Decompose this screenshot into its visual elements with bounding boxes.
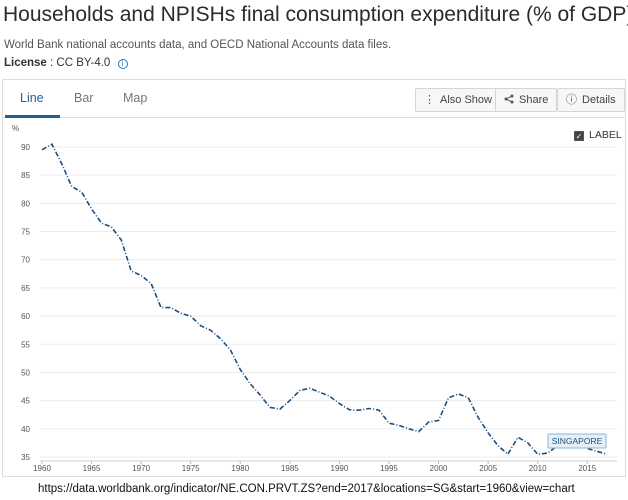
y-tick-label: 85 bbox=[21, 171, 30, 180]
series-line-singapore bbox=[41, 143, 608, 456]
license-value: : CC BY-4.0 bbox=[50, 57, 111, 69]
y-tick-label: 35 bbox=[21, 453, 30, 462]
y-tick-label: 70 bbox=[21, 256, 30, 265]
y-tick-label: 45 bbox=[21, 397, 30, 406]
details-button[interactable]: ⓘ Details bbox=[557, 88, 625, 112]
tab-map[interactable]: Map bbox=[123, 91, 148, 105]
x-tick-label: 1975 bbox=[182, 464, 200, 473]
x-tick-label: 1995 bbox=[380, 464, 398, 473]
page-title: Households and NPISHs final consumption … bbox=[3, 3, 628, 26]
also-show-button[interactable]: ⋮ Also Show bbox=[415, 88, 501, 112]
license-label: License bbox=[4, 57, 47, 69]
x-tick-label: 2015 bbox=[578, 464, 596, 473]
y-tick-label: 60 bbox=[21, 312, 30, 321]
series-label-singapore: SINGAPORE bbox=[552, 436, 603, 446]
checkbox-icon[interactable]: ✓ bbox=[574, 131, 584, 141]
y-tick-label: 80 bbox=[21, 199, 30, 208]
details-label: Details bbox=[582, 94, 616, 106]
source-text: World Bank national accounts data, and O… bbox=[4, 39, 392, 51]
x-tick-label: 1965 bbox=[83, 464, 101, 473]
x-tick-label: 2010 bbox=[529, 464, 547, 473]
share-button[interactable]: Share bbox=[495, 88, 558, 112]
series-label-box bbox=[547, 433, 607, 449]
also-show-label: Also Show bbox=[440, 94, 492, 106]
y-tick-label: 90 bbox=[21, 143, 30, 152]
info-circle-icon: ⓘ bbox=[566, 94, 577, 106]
x-tick-label: 1990 bbox=[331, 464, 349, 473]
share-icon bbox=[504, 89, 514, 111]
x-tick-label: 1980 bbox=[231, 464, 249, 473]
y-tick-label: 75 bbox=[21, 228, 30, 237]
y-axis-unit-label: % bbox=[12, 124, 19, 133]
chart-panel: Line Bar Map ⋮ Also Show Share ⓘ Details ✓… bbox=[2, 79, 626, 477]
share-label: Share bbox=[519, 94, 549, 106]
label-toggle-text: LABEL bbox=[589, 129, 622, 141]
x-tick-label: 2005 bbox=[479, 464, 497, 473]
y-tick-label: 40 bbox=[21, 425, 30, 434]
line-chart: % 35 40 45 50 55 60 65 70 75 80 85 90 1960 1965 1970 197… bbox=[12, 124, 617, 473]
tab-line[interactable]: Line bbox=[20, 91, 44, 105]
view-tabs: Line Bar Map ⋮ Also Show Share ⓘ Details bbox=[3, 80, 625, 118]
y-tick-label: 55 bbox=[21, 340, 30, 349]
info-icon[interactable]: i bbox=[117, 59, 128, 69]
source-url: https://data.worldbank.org/indicator/NE.… bbox=[38, 483, 575, 495]
y-tick-label: 50 bbox=[21, 368, 30, 377]
x-tick-label: 1970 bbox=[132, 464, 150, 473]
label-toggle[interactable]: ✓ LABEL bbox=[574, 129, 622, 141]
x-tick-label: 2000 bbox=[430, 464, 448, 473]
license-line: License : CC BY-4.0 i bbox=[4, 57, 128, 69]
x-tick-label: 1960 bbox=[33, 464, 51, 473]
tab-bar[interactable]: Bar bbox=[74, 91, 94, 105]
active-tab-indicator bbox=[5, 115, 60, 118]
more-vertical-icon: ⋮ bbox=[424, 94, 435, 106]
y-tick-label: 65 bbox=[21, 284, 30, 293]
x-tick-label: 1985 bbox=[281, 464, 299, 473]
